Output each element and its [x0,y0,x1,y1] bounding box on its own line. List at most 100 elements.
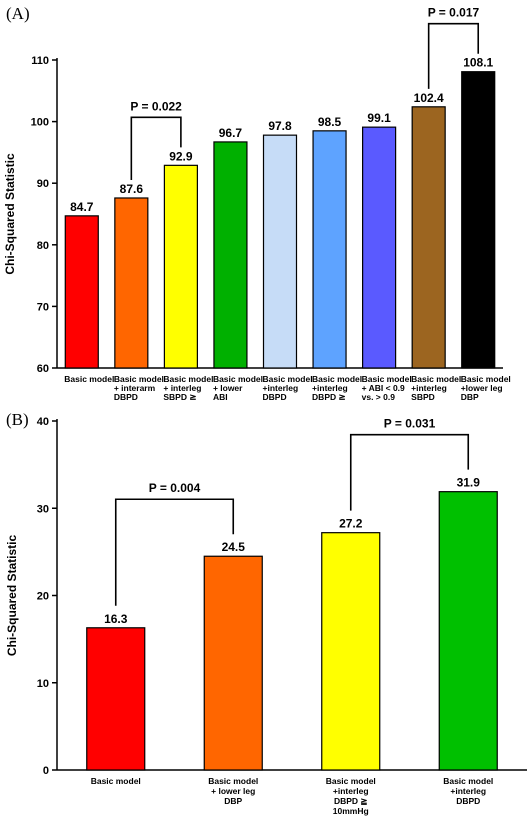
category-label-line: + interleg [163,383,201,393]
bar [64,215,99,369]
bar-value-label: 84.7 [70,200,94,214]
bar-value-label: 99.1 [367,111,391,125]
y-tick-label: 110 [31,55,49,67]
category-label-line: Basic model [362,374,412,384]
y-tick-label: 30 [37,503,49,515]
bar-value-label: 31.9 [457,476,481,490]
bar [312,130,347,369]
y-tick-label: 0 [43,765,49,777]
p-value-label: P = 0.031 [384,417,436,431]
category-label-line: Basic model [163,374,213,384]
category-label-line: +interleg [450,786,486,796]
category-label: Basic model + interarm DBPD [114,374,164,400]
bar [163,164,198,369]
bar [262,134,298,369]
category-label-line: + interarm [114,383,156,393]
bar [411,106,446,369]
p-value-label: P = 0.004 [149,481,201,495]
y-tick-label: 10 [37,678,49,690]
y-tick-label: 40 [37,416,49,428]
y-tick-label: 60 [37,363,49,375]
panel-a-chart: 60 70 80 90 100 110 Chi-Squared Statistic 84.7 B… [3,6,511,400]
category-label-line: DBPD ≧ [312,392,346,400]
bar [362,126,397,369]
bar [114,197,149,369]
bar-value-label: 98.5 [318,115,342,129]
category-label: Basic model +lower leg DBP [461,374,511,400]
category-label-line: DBPD [114,392,138,400]
category-label-line: Basic model [114,374,164,384]
category-label-line: Basic model [411,374,461,384]
category-label-line: ABI [213,392,228,400]
bar-value-label: 92.9 [169,149,193,163]
category-label-line: DBPD [263,392,287,400]
category-label-line: Basic model [91,776,141,786]
y-tick-label: 80 [37,240,49,252]
bar-value-label: 16.3 [104,612,128,626]
category-label-line: Basic model [208,776,258,786]
category-label: Basic model +interleg SBPD [411,374,461,400]
bar [213,141,248,369]
category-label-line: +interleg [411,383,447,393]
bar-value-label: 24.5 [222,540,246,554]
category-label-line: DBP [224,796,242,806]
category-label-line: +interleg [263,383,299,393]
category-label-line: Basic model [312,374,362,384]
category-label-line: Basic model [64,374,114,384]
significance-bracket [130,116,182,180]
category-label-line: + lower [213,383,243,393]
category-label: Basic model + ABI < 0.9 vs. > 0.9 [362,374,412,400]
category-label: Basic model [91,776,141,786]
bar [461,71,496,369]
panel-b-label: (B) [6,410,29,429]
category-label: Basic model +interleg DBPD [443,776,493,806]
category-label-line: vs. > 0.9 [362,392,396,400]
category-label-line: Basic model [326,776,376,786]
category-label-line: SBPD ≧ [163,392,196,400]
bar [438,491,498,771]
bar-value-label: 108.1 [463,56,493,70]
category-label: Basic model [64,374,114,384]
category-label-line: Basic model [443,776,493,786]
bar-value-label: 87.6 [120,182,144,196]
category-label-line: 10mmHg [333,806,369,816]
y-tick-label: 20 [37,591,49,603]
panel-a-label: (A) [6,4,30,23]
category-label-line: Basic model [461,374,511,384]
bar-value-label: 27.2 [339,517,363,531]
significance-bracket [349,433,470,511]
panel-b-chart: 0 10 20 30 40 Chi-Squared Statistic 16.3 Basic … [5,416,527,816]
y-axis-title: Chi-Squared Statistic [3,153,17,275]
category-label-line: +lower leg [461,383,503,393]
category-label-line: Basic model [263,374,313,384]
p-value-label: P = 0.022 [130,99,182,113]
category-label: Basic model + lower leg DBP [208,776,258,806]
bar [203,555,263,771]
category-label: Basic model + lower ABI [213,374,263,400]
bar-value-label: 97.8 [268,119,292,133]
bar [321,532,381,771]
bar-value-label: 102.4 [414,91,444,105]
category-label-line: DBPD ≧ [334,796,368,806]
category-label-line: +interleg [312,383,348,393]
category-label-line: DBP [461,392,479,400]
category-label-line: Basic model [213,374,263,384]
y-axis-title: Chi-Squared Statistic [5,535,19,657]
category-label-line: + ABI < 0.9 [362,383,405,393]
category-label-line: +interleg [333,786,369,796]
y-tick-label: 70 [37,301,49,313]
category-label-line: + lower leg [211,786,255,796]
significance-bracket [114,498,235,606]
y-tick-label: 90 [37,178,49,190]
category-label: Basic model +interleg DBPD [263,374,313,400]
category-label-line: SBPD [411,392,435,400]
bar-value-label: 96.7 [219,126,243,140]
significance-bracket [427,22,480,89]
category-label-line: DBPD [456,796,480,806]
p-value-label: P = 0.017 [428,6,480,20]
y-tick-label: 100 [31,117,49,129]
bar [86,627,146,771]
